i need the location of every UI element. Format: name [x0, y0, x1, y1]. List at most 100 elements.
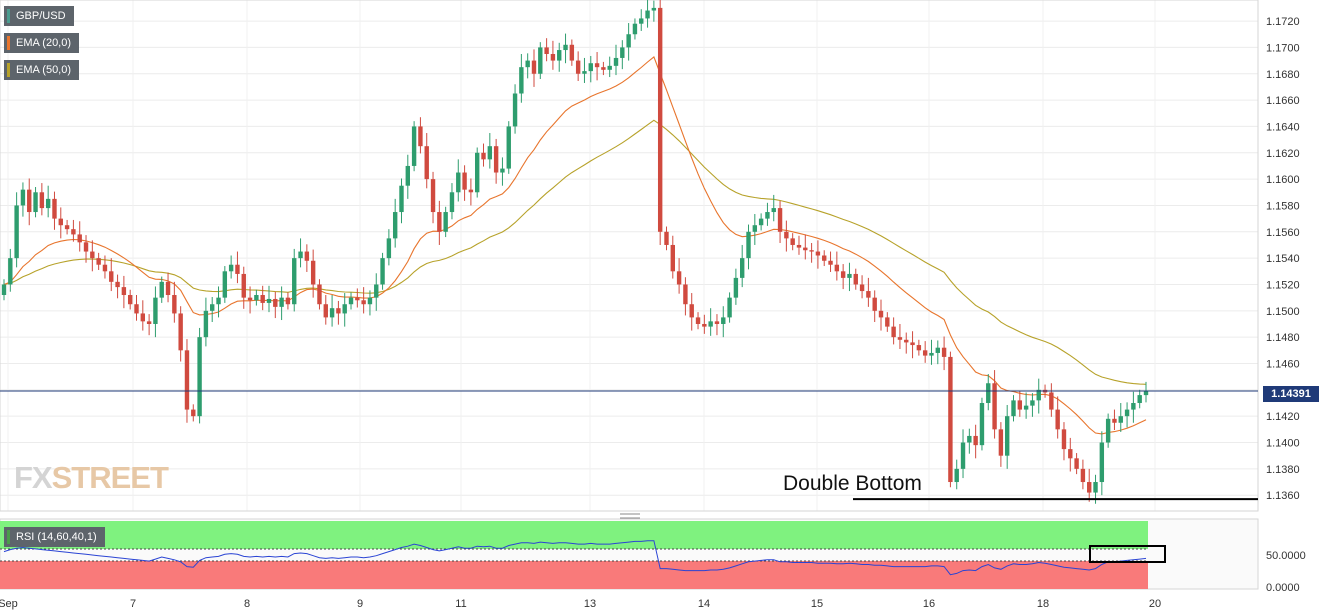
candle-body	[1049, 392, 1054, 410]
candle-body	[191, 409, 196, 417]
legend-ema20: EMA (20,0)	[4, 33, 80, 53]
y-tick-label: 1.1620	[1266, 148, 1300, 160]
candle-body	[1011, 400, 1016, 417]
candle-body	[771, 208, 776, 213]
candle-body	[449, 192, 455, 213]
candle-body	[670, 244, 675, 272]
candle-body	[310, 260, 316, 285]
candle-body	[834, 264, 840, 272]
candle-body	[184, 350, 190, 410]
candle-body	[1080, 468, 1086, 483]
candle-body	[27, 189, 32, 213]
candle-body	[1030, 400, 1035, 406]
legend-rsi-swatch	[7, 530, 10, 544]
candle-body	[960, 442, 966, 469]
rsi-line	[3, 540, 1147, 576]
candle-body	[626, 34, 631, 48]
candle-body	[39, 192, 45, 209]
y-tick-label: 1.1600	[1266, 174, 1300, 186]
legend-ema50-label: EMA (50,0)	[16, 64, 72, 76]
grid	[0, 0, 1258, 511]
candle-body	[708, 321, 713, 327]
candle-body	[348, 297, 354, 305]
x-tick-label: 8	[244, 598, 250, 610]
candle-body	[752, 225, 758, 232]
candle-body	[33, 192, 38, 213]
candle-body	[222, 271, 228, 298]
rsi-overbought-zone	[0, 521, 1148, 549]
y-tick-label: 1.1680	[1266, 69, 1300, 81]
candle-body	[594, 63, 600, 68]
y-tick-label: 1.1660	[1266, 95, 1300, 107]
candle-body	[1124, 409, 1130, 417]
candle-body	[285, 297, 291, 305]
candle-body	[973, 435, 978, 446]
rsi-highlight-box	[1089, 545, 1166, 563]
pane-resize-handle[interactable]	[620, 513, 640, 519]
candle-body	[304, 251, 310, 261]
candle-body	[695, 317, 701, 324]
candle-body	[329, 308, 335, 318]
candle-body	[58, 218, 63, 226]
legend-symbol-swatch	[7, 9, 10, 23]
candle-body	[317, 284, 322, 305]
candle-body	[134, 304, 139, 314]
candle-body	[891, 326, 896, 338]
candle-body	[853, 273, 858, 285]
x-tick-label: 9	[357, 598, 363, 610]
candle-body	[765, 212, 770, 219]
rsi-path	[3, 540, 1147, 576]
candle-body	[885, 317, 890, 327]
candle-body	[140, 313, 146, 322]
candle-body	[1, 284, 7, 296]
candle-body	[588, 63, 593, 72]
candle-body	[1055, 409, 1060, 430]
candle-body	[739, 258, 745, 278]
ema20-line	[3, 55, 1147, 435]
candle-body	[266, 298, 272, 303]
candle-body	[380, 258, 385, 285]
candle-body	[550, 53, 556, 61]
candle-body	[746, 231, 751, 259]
candle-body	[437, 212, 442, 232]
candle-body	[121, 287, 127, 296]
candle-body	[405, 165, 411, 186]
y-tick-label: 1.1380	[1266, 464, 1300, 476]
x-tick-label: 14	[698, 598, 710, 610]
y-tick-label: 1.1520	[1266, 279, 1300, 291]
candle-body	[1087, 482, 1092, 493]
y-tick-label: 1.1540	[1266, 253, 1300, 265]
x-tick-label: 16	[923, 598, 935, 610]
candle-body	[386, 238, 392, 259]
candle-body	[727, 297, 732, 318]
candle-body	[45, 198, 51, 209]
candle-body	[1093, 482, 1098, 493]
ema50-line	[3, 119, 1147, 385]
candle-body	[796, 244, 802, 248]
legend-rsi: RSI (14,60,40,1)	[4, 527, 105, 547]
y-tick-label: 1.1460	[1266, 358, 1300, 370]
current-price-tag: 1.14391	[1263, 386, 1319, 402]
candle-body	[645, 10, 650, 19]
candle-body	[323, 304, 328, 318]
legend-ema50: EMA (50,0)	[4, 60, 80, 80]
candle-body	[733, 277, 739, 298]
candle-body	[1099, 442, 1105, 483]
candle-body	[676, 271, 682, 285]
candle-body	[1105, 418, 1111, 443]
candle-body	[904, 339, 909, 343]
candle-body	[500, 168, 505, 173]
candle-body	[544, 47, 549, 54]
logo-fx: FX	[14, 460, 53, 495]
candle-body	[77, 234, 82, 243]
candle-body	[481, 152, 486, 160]
y-tick-label: 1.1500	[1266, 306, 1300, 318]
legend-symbol-label: GBP/USD	[16, 10, 66, 22]
x-tick-label: 20	[1149, 598, 1161, 610]
candle-body	[582, 71, 587, 74]
x-tick-label: Sep	[0, 598, 18, 610]
candle-body	[254, 295, 259, 301]
candle-body	[525, 60, 530, 68]
rsi-tick-label: 0.0000	[1266, 582, 1300, 594]
candle-body	[1131, 403, 1136, 410]
